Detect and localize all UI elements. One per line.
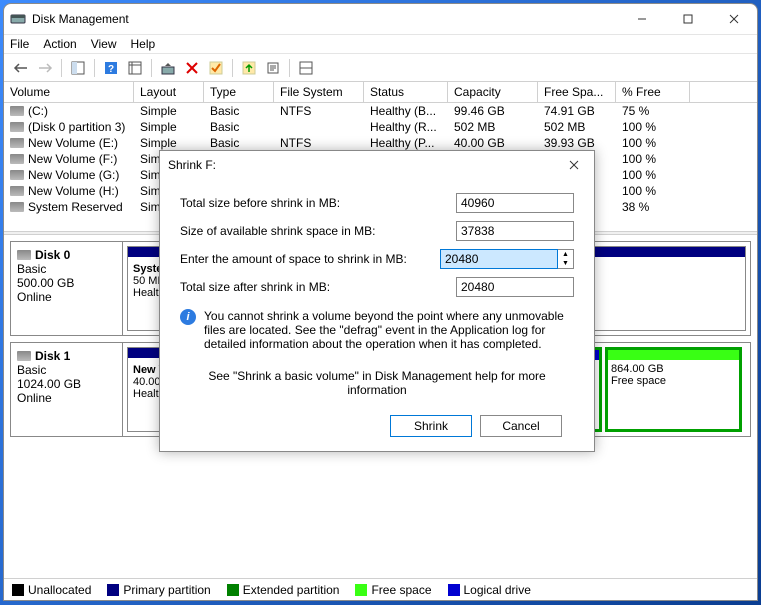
shrink-button[interactable]: Shrink [390, 415, 472, 437]
cancel-button[interactable]: Cancel [480, 415, 562, 437]
check-icon[interactable] [205, 57, 227, 79]
settings-icon[interactable] [124, 57, 146, 79]
col-capacity[interactable]: Capacity [448, 82, 538, 102]
col-pct[interactable]: % Free [616, 82, 690, 102]
help-icon[interactable]: ? [100, 57, 122, 79]
disk-label-0: Disk 0 Basic 500.00 GB Online [11, 242, 123, 335]
shrink-dialog: Shrink F: Total size before shrink in MB… [159, 150, 595, 452]
table-row[interactable]: New Volume (E:)SimpleBasicNTFSHealthy (P… [4, 135, 757, 151]
label-total-after: Total size after shrink in MB: [180, 280, 456, 294]
info-text: You cannot shrink a volume beyond the po… [204, 309, 574, 351]
value-total-after: 20480 [456, 277, 574, 297]
dialog-titlebar: Shrink F: [160, 151, 594, 179]
menu-file[interactable]: File [10, 37, 29, 51]
dialog-title: Shrink F: [168, 158, 216, 172]
spinner[interactable]: ▲▼ [558, 249, 574, 269]
refresh-icon[interactable] [157, 57, 179, 79]
table-row[interactable]: (Disk 0 partition 3)SimpleBasicHealthy (… [4, 119, 757, 135]
col-fs[interactable]: File System [274, 82, 364, 102]
minimize-button[interactable] [619, 4, 665, 34]
spin-down-icon: ▼ [558, 259, 573, 268]
close-button[interactable] [711, 4, 757, 34]
app-icon [10, 11, 26, 27]
maximize-button[interactable] [665, 4, 711, 34]
table-row[interactable]: (C:)SimpleBasicNTFSHealthy (B...99.46 GB… [4, 103, 757, 119]
info-icon: i [180, 309, 196, 325]
shrink-amount-input[interactable]: 20480 [440, 249, 558, 269]
properties-icon[interactable] [262, 57, 284, 79]
col-type[interactable]: Type [204, 82, 274, 102]
col-layout[interactable]: Layout [134, 82, 204, 102]
help-text: See "Shrink a basic volume" in Disk Mana… [180, 369, 574, 397]
menu-view[interactable]: View [91, 37, 117, 51]
col-status[interactable]: Status [364, 82, 448, 102]
back-button[interactable] [10, 57, 32, 79]
toolbar: ? [4, 54, 757, 82]
list-icon[interactable] [238, 57, 260, 79]
delete-icon[interactable] [181, 57, 203, 79]
menu-action[interactable]: Action [43, 37, 76, 51]
svg-text:?: ? [108, 64, 114, 75]
view-icon[interactable] [295, 57, 317, 79]
value-total-before: 40960 [456, 193, 574, 213]
label-total-before: Total size before shrink in MB: [180, 196, 456, 210]
volumes-header: Volume Layout Type File System Status Ca… [4, 82, 757, 103]
menubar: File Action View Help [4, 34, 757, 54]
partition[interactable]: 864.00 GBFree space [605, 347, 742, 432]
window-title: Disk Management [32, 12, 129, 26]
label-shrink-amount: Enter the amount of space to shrink in M… [180, 252, 440, 266]
disk-label-1: Disk 1 Basic 1024.00 GB Online [11, 343, 123, 436]
titlebar: Disk Management [4, 4, 757, 34]
value-available: 37838 [456, 221, 574, 241]
col-free[interactable]: Free Spa... [538, 82, 616, 102]
menu-help[interactable]: Help [131, 37, 156, 51]
dialog-close-button[interactable] [562, 153, 586, 177]
legend: Unallocated Primary partition Extended p… [4, 578, 757, 600]
forward-button[interactable] [34, 57, 56, 79]
col-volume[interactable]: Volume [4, 82, 134, 102]
label-available: Size of available shrink space in MB: [180, 224, 456, 238]
show-hide-icon[interactable] [67, 57, 89, 79]
spin-up-icon: ▲ [558, 250, 573, 259]
